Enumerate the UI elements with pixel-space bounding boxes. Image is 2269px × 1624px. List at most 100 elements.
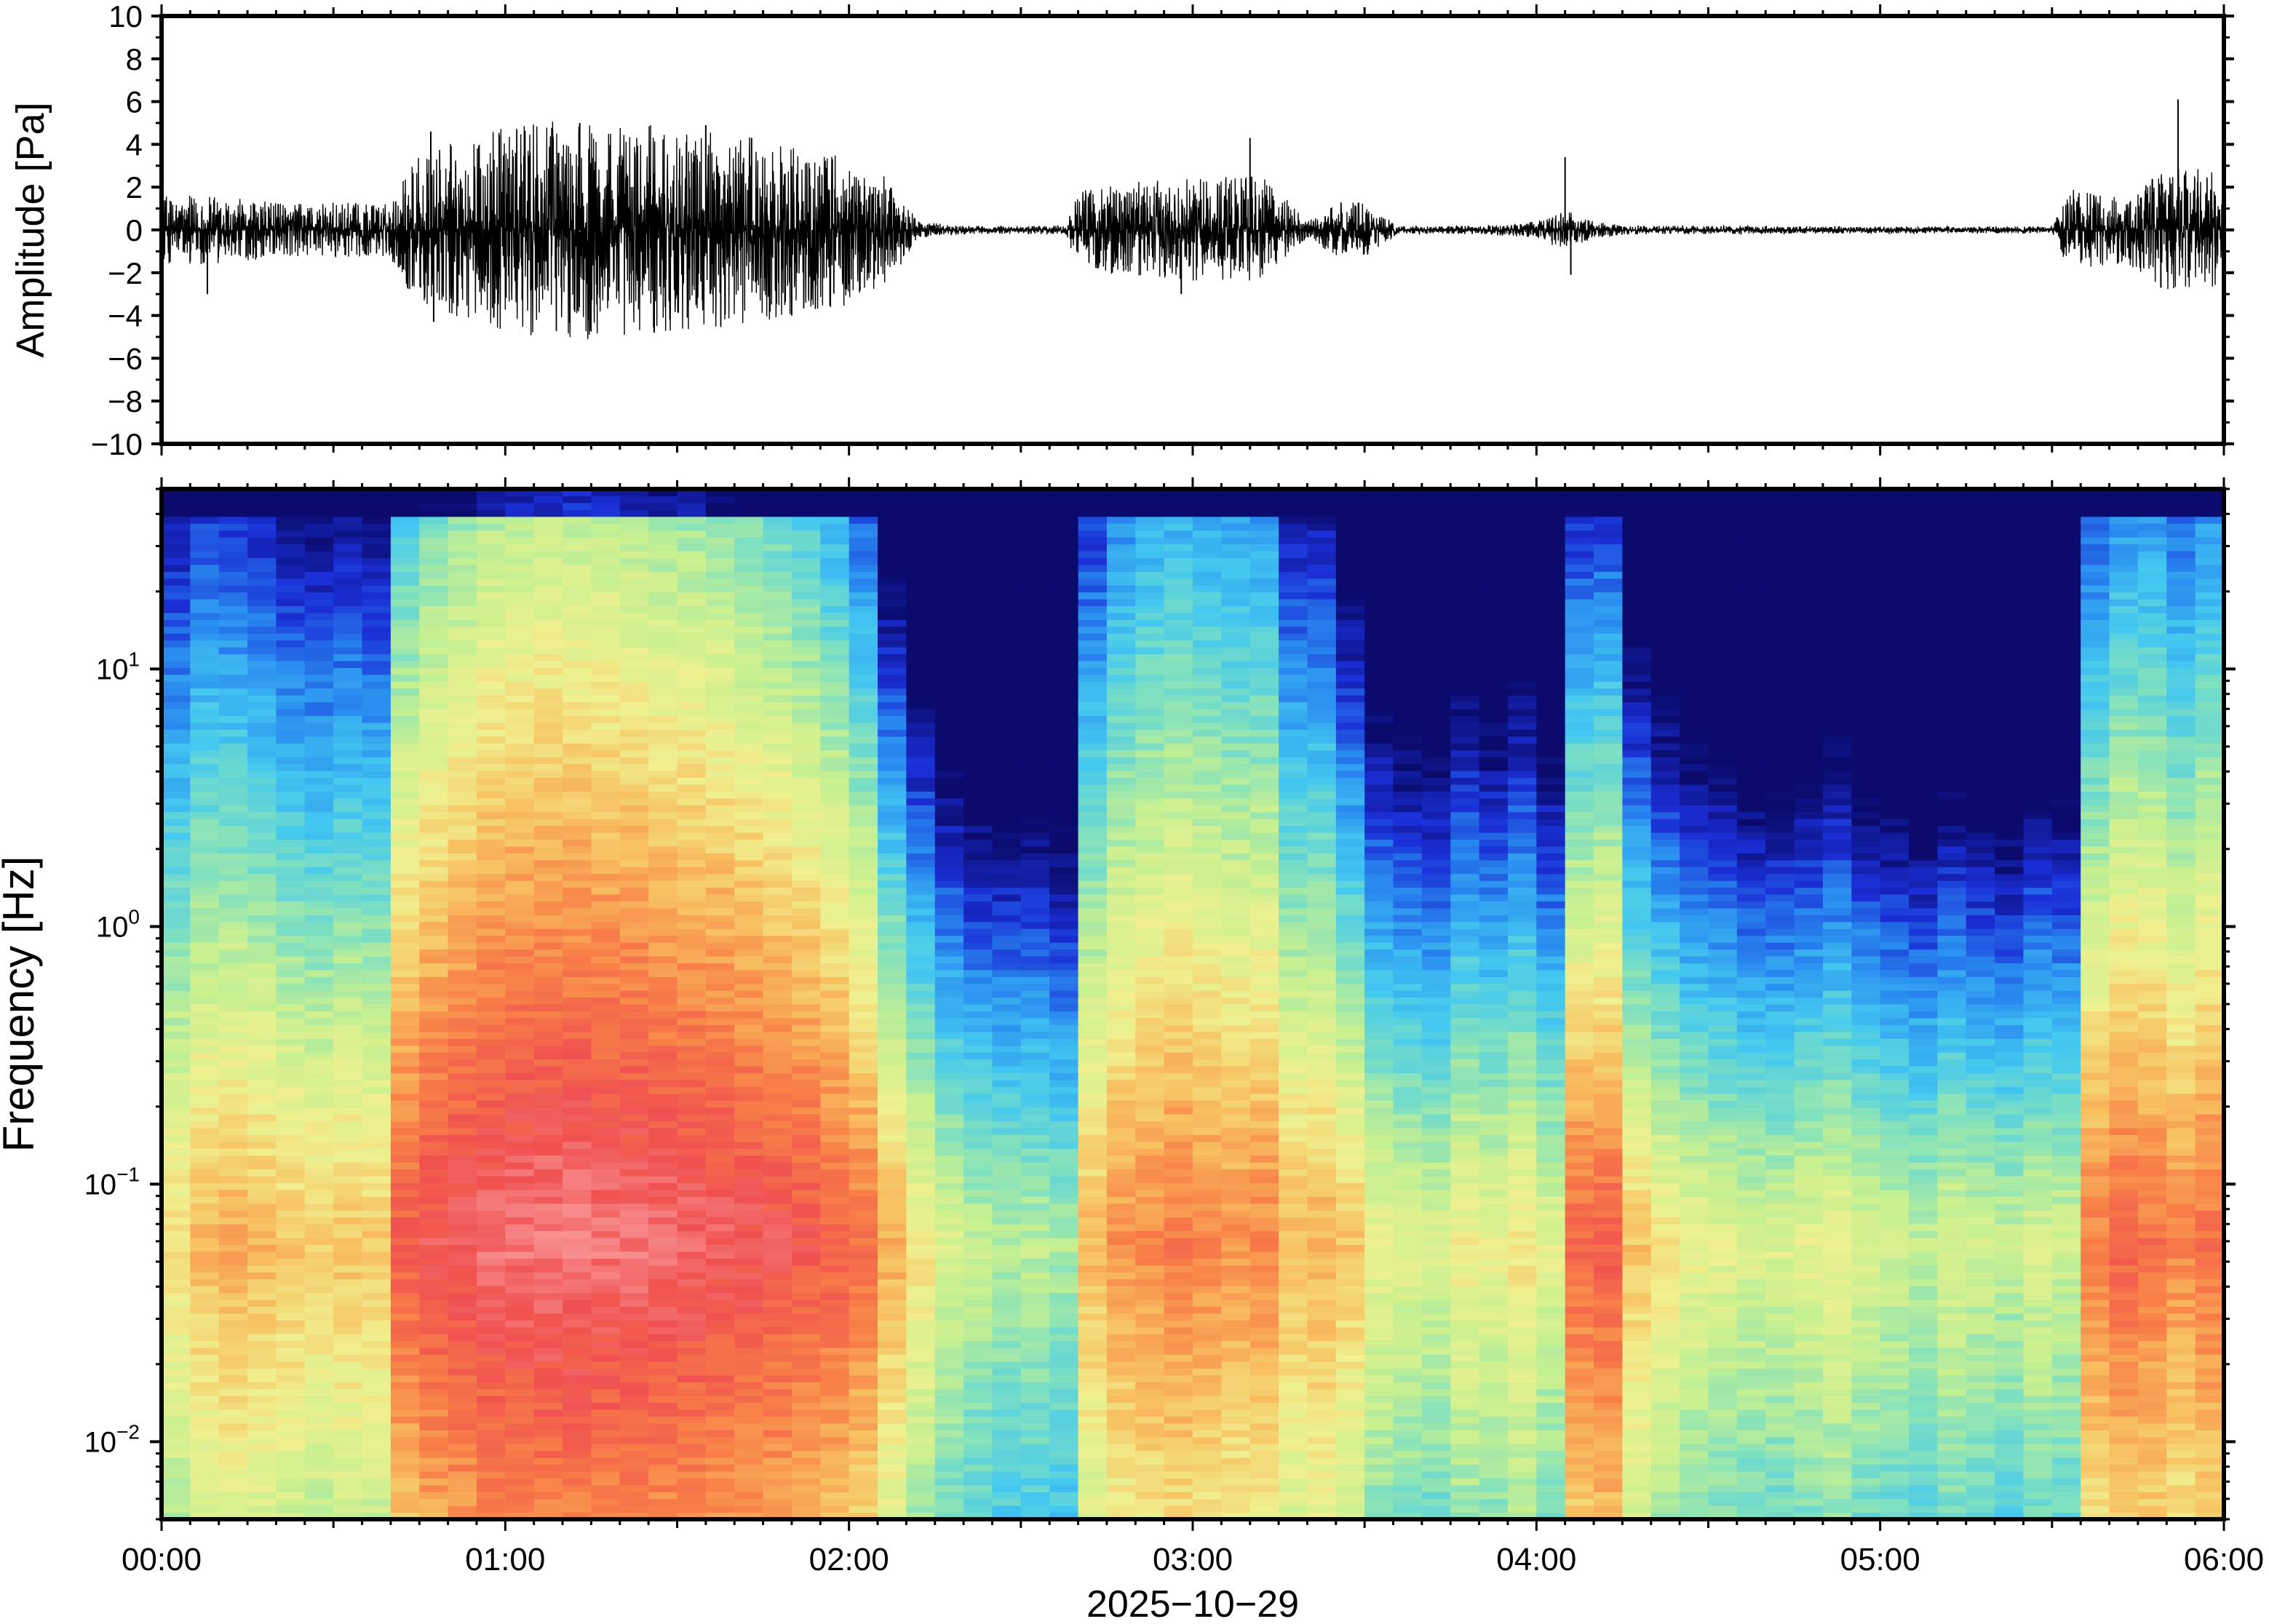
spectrogram-cell — [878, 647, 907, 655]
spectrogram-cell — [419, 1470, 449, 1478]
spectrogram-cell — [333, 797, 363, 805]
spectrogram-cell — [190, 1265, 220, 1273]
spectrogram-cell — [906, 1444, 936, 1452]
spectrogram-cell — [276, 681, 306, 689]
spectrogram-cell — [992, 1470, 1022, 1478]
spectrogram-cell — [448, 495, 477, 503]
spectrogram-cell — [734, 1278, 764, 1286]
spectrogram-cell — [276, 784, 306, 792]
spectrogram-cell — [533, 509, 563, 517]
spectrogram-cell — [849, 661, 878, 669]
spectrogram-cell — [276, 1031, 306, 1039]
spectrogram-cell — [218, 653, 248, 661]
spectrogram-cell — [247, 791, 277, 799]
spectrogram-cell — [763, 1182, 792, 1190]
spectrogram-cell — [591, 1065, 621, 1073]
spectrogram-cell — [963, 1059, 993, 1067]
spectrogram-cell — [677, 1114, 707, 1122]
spectrogram-cell — [791, 550, 821, 558]
spectrogram-cell — [820, 1196, 850, 1204]
spectrogram-cell — [190, 853, 220, 861]
spectrogram-cell — [591, 1313, 621, 1321]
spectrogram-cell — [419, 1031, 449, 1039]
spectrogram-cell — [533, 771, 563, 779]
spectrogram-cell — [992, 1162, 1022, 1170]
spectrogram-cell — [505, 1272, 535, 1280]
spectrogram-cell — [162, 701, 191, 709]
spectrogram-cell — [419, 495, 449, 503]
spectrogram-cell — [992, 887, 1022, 895]
spectrogram-cell — [533, 797, 563, 805]
spectrogram-cell — [563, 667, 592, 675]
spectrogram-cell — [390, 1382, 420, 1390]
spectrogram-cell — [448, 845, 477, 853]
spectrogram-cell — [476, 1292, 506, 1300]
spectrogram-cell — [448, 853, 477, 861]
spectrogram-cell — [448, 1121, 477, 1129]
spectrogram-cell — [963, 736, 993, 744]
spectrogram-cell — [304, 949, 334, 957]
spectrogram-cell — [906, 1189, 936, 1197]
spectrogram-cell — [906, 921, 936, 929]
spectrogram-cell — [906, 523, 936, 531]
spectrogram-cell — [533, 1340, 563, 1348]
spectrogram-cell — [162, 1402, 191, 1410]
spectrogram-cell — [333, 1052, 363, 1060]
spectrogram-cell — [448, 771, 477, 779]
spectrogram-cell — [563, 990, 592, 998]
spectrogram-cell — [992, 1148, 1022, 1156]
spectrogram-cell — [963, 811, 993, 819]
spectrogram-cell — [849, 859, 878, 867]
spectrogram-cell — [763, 1210, 792, 1218]
spectrogram-cell — [333, 757, 363, 765]
spectrogram-cell — [162, 777, 191, 785]
spectrogram-cell — [390, 928, 420, 936]
spectrogram-cell — [992, 1004, 1022, 1012]
spectrogram-cell — [791, 1011, 821, 1019]
spectrogram-cell — [619, 1313, 649, 1321]
spectrogram-cell — [734, 1011, 764, 1019]
spectrogram-cell — [791, 1017, 821, 1025]
spectrogram-cell — [705, 1196, 735, 1204]
spectrogram-cell — [190, 530, 220, 538]
spectrogram-cell — [934, 695, 964, 703]
spectrogram-cell — [591, 612, 621, 620]
spectrogram-cell — [505, 853, 535, 861]
spectrogram-cell — [476, 633, 506, 641]
spectrogram-cell — [934, 997, 964, 1005]
spectrogram-cell — [448, 880, 477, 888]
spectrogram-cell — [906, 915, 936, 923]
spectrogram-cell — [162, 942, 191, 950]
spectrogram-cell — [333, 564, 363, 572]
spectrogram-cell — [533, 1244, 563, 1252]
spectrogram-cell — [448, 819, 477, 827]
spectrogram-cell — [849, 1512, 878, 1519]
spectrogram-cell — [849, 1086, 878, 1094]
spectrogram-cell — [591, 1203, 621, 1211]
spectrogram-cell — [849, 942, 878, 950]
spectrogram-cell — [563, 736, 592, 744]
spectrogram-cell — [390, 1148, 420, 1156]
spectrogram-cell — [218, 1457, 248, 1465]
spectrogram-cell — [563, 1210, 592, 1218]
spectrogram-cell — [1020, 1478, 1050, 1486]
spectrogram-cell — [648, 1059, 678, 1067]
spectrogram-cell — [1020, 949, 1050, 957]
spectrogram-cell — [476, 729, 506, 737]
spectrogram-cell — [705, 1361, 735, 1369]
spectrogram-cell — [906, 1059, 936, 1067]
spectrogram-cell — [276, 530, 306, 538]
spectrogram-cell — [734, 935, 764, 943]
spectrogram-cell — [963, 1237, 993, 1245]
spectrogram-cell — [963, 969, 993, 977]
spectrogram-cell — [992, 544, 1022, 552]
spectrogram-cell — [677, 1470, 707, 1478]
spectrogram-cell — [820, 653, 850, 661]
spectrogram-cell — [992, 626, 1022, 634]
spectrogram-cell — [476, 997, 506, 1005]
spectrogram-cell — [563, 1512, 592, 1519]
spectrogram-cell — [190, 674, 220, 682]
spectrogram-cell — [849, 1498, 878, 1506]
spectrogram-cell — [218, 1478, 248, 1486]
spectrogram-cell — [906, 640, 936, 648]
